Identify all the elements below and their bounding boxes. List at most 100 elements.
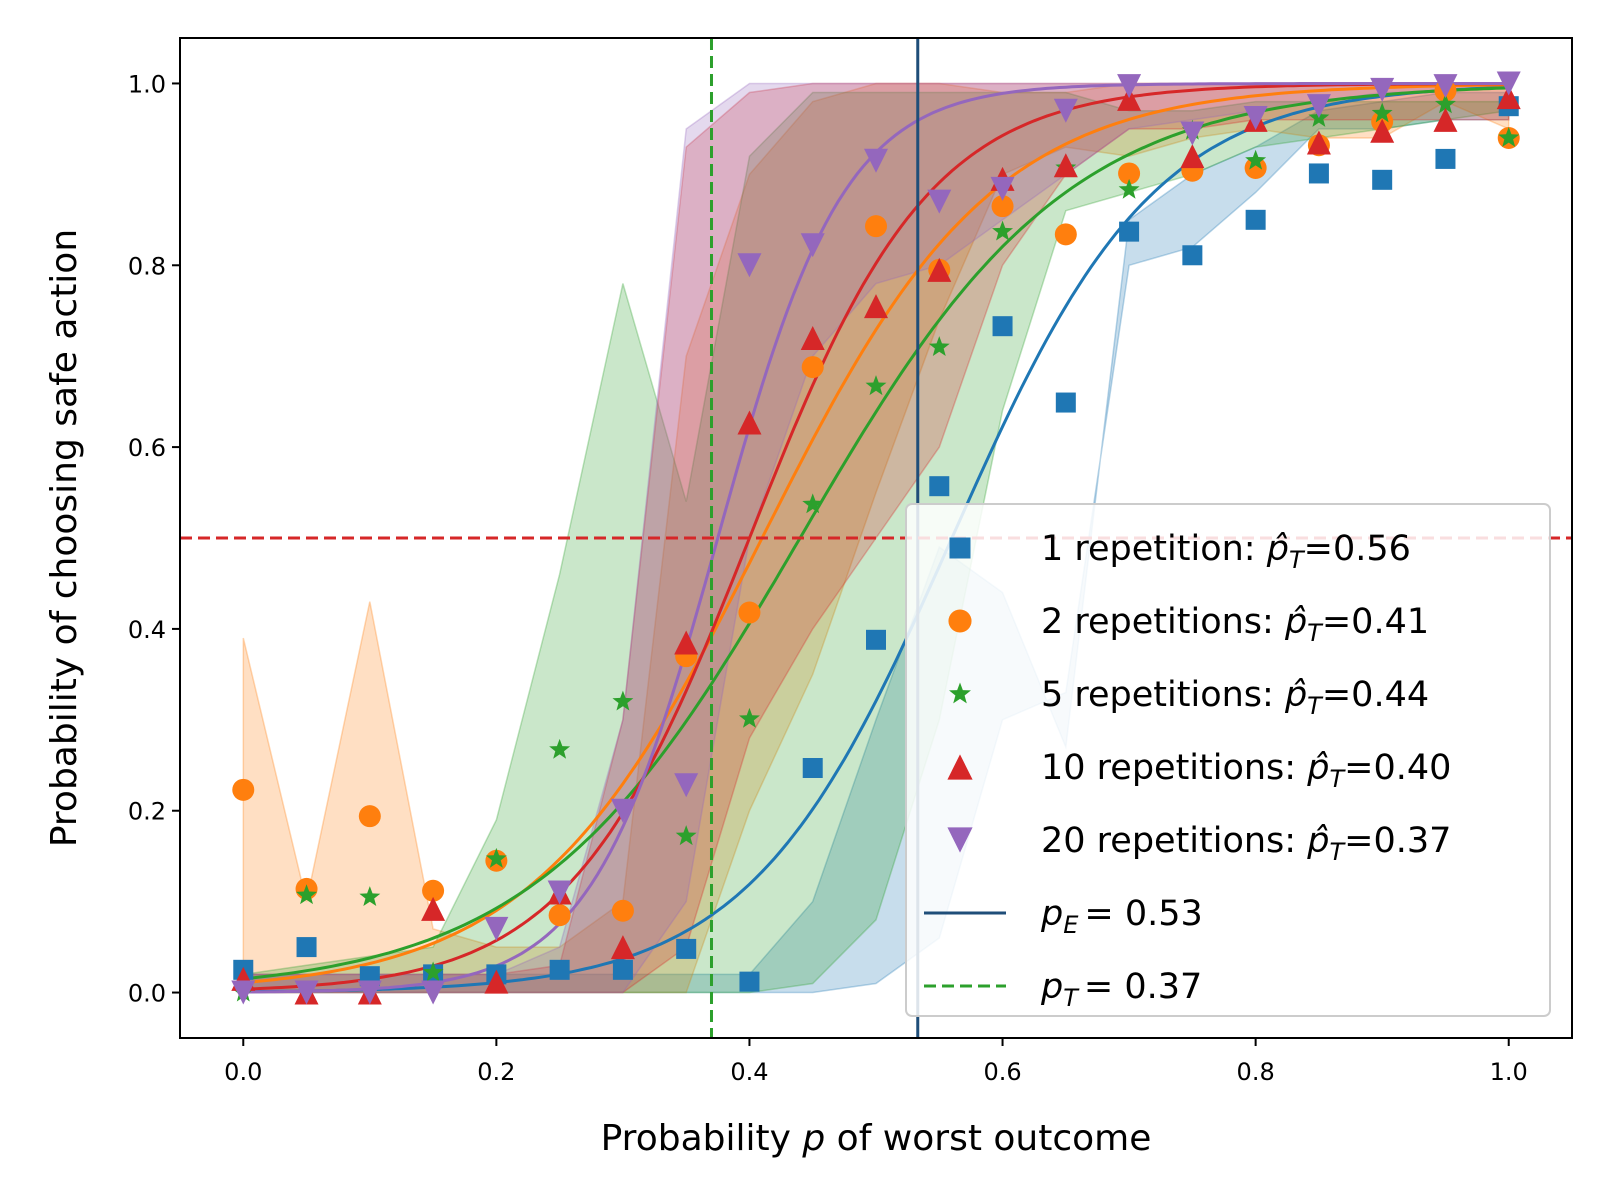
data-point-series-2: [738, 601, 761, 624]
data-point-series-1: [992, 316, 1013, 337]
legend-ref-subscript: E: [1063, 911, 1079, 939]
legend-box: [905, 503, 1551, 1017]
legend-estimate-symbol: p̂: [1284, 675, 1307, 715]
legend-series-name: 1 repetition:: [1041, 529, 1267, 569]
legend-equals: =: [1304, 529, 1333, 569]
legend-estimate-symbol: p̂: [1306, 821, 1329, 861]
data-point-series-1: [1372, 169, 1393, 190]
data-point-series-2: [1054, 223, 1077, 246]
data-point-series-1: [612, 959, 633, 980]
y-tick-label: 0.2: [128, 798, 166, 826]
legend-series-name: 2 repetitions:: [1041, 602, 1285, 642]
data-point-series-4: [1180, 144, 1205, 169]
fit-curve-series-4: [243, 82, 1509, 991]
data-point-series-3: [738, 707, 760, 728]
legend-equals: =: [1344, 821, 1373, 861]
data-point-series-2: [232, 778, 255, 801]
data-point-series-2: [358, 805, 381, 828]
legend-estimate-value: 0.37: [1373, 821, 1451, 861]
data-point-series-5: [1496, 71, 1521, 96]
x-tick-label: 0.6: [983, 1058, 1021, 1086]
x-tick-label: 0.0: [224, 1058, 262, 1086]
legend-ref-symbol: p: [1040, 967, 1063, 1007]
data-point-series-2: [548, 904, 571, 927]
data-point-series-5: [294, 980, 319, 1005]
data-point-series-5: [927, 189, 952, 214]
legend-marker-series-4: [947, 754, 973, 780]
x-tick-label: 0.4: [730, 1058, 768, 1086]
legend-ref-symbol: p: [1040, 894, 1063, 934]
data-point-series-3: [675, 825, 697, 846]
legend-estimate-subscript: T: [1329, 765, 1346, 793]
data-point-series-5: [1370, 77, 1395, 102]
legend-estimate-subscript: T: [1289, 546, 1306, 574]
legend-entry-series-3: 5 repetitions: p̂T=0.44: [1041, 675, 1429, 720]
data-point-series-2: [865, 215, 887, 238]
legend-equals: =: [1344, 748, 1373, 788]
data-point-series-5: [864, 148, 888, 173]
data-point-series-5: [1117, 74, 1142, 99]
y-tick-label: 0.0: [128, 980, 166, 1008]
legend-entry-p_E: pE = 0.53: [1040, 894, 1203, 939]
data-point-series-5: [484, 916, 509, 941]
data-point-series-4: [1053, 153, 1078, 178]
legend-estimate-symbol: p̂: [1306, 748, 1329, 788]
legend-equals: =: [1322, 602, 1351, 642]
data-point-series-4: [927, 257, 952, 282]
data-point-series-3: [928, 336, 950, 356]
data-point-series-3: [296, 884, 318, 905]
x-axis-label-part: Probability: [601, 1118, 803, 1159]
legend-marker-series-2: [948, 609, 972, 633]
data-point-series-2: [1118, 162, 1141, 185]
data-point-series-1: [1055, 392, 1076, 413]
y-tick-label: 0.8: [128, 252, 166, 280]
x-axis-label: Probability p of worst outcome: [601, 1118, 1152, 1159]
data-point-series-5: [1306, 94, 1331, 119]
data-point-series-3: [1498, 127, 1520, 147]
legend-series-name: 20 repetitions:: [1041, 821, 1307, 861]
data-point-series-1: [1308, 163, 1329, 184]
legend-entry-series-4: 10 repetitions: p̂T=0.40: [1041, 748, 1451, 793]
legend-equals: =: [1322, 675, 1351, 715]
legend-entry-series-1: 1 repetition: p̂T=0.56: [1041, 529, 1411, 574]
legend-ref-subscript: T: [1063, 984, 1080, 1012]
data-point-series-3: [485, 847, 507, 868]
legend-estimate-symbol: p̂: [1284, 602, 1307, 642]
data-point-series-5: [547, 880, 572, 905]
data-point-series-4: [864, 294, 888, 319]
x-axis-label-part: p: [801, 1118, 825, 1159]
data-point-series-5: [990, 176, 1015, 201]
legend-ref-value: = 0.37: [1084, 967, 1202, 1007]
data-point-series-3: [802, 493, 824, 514]
data-point-series-1: [1182, 245, 1203, 266]
x-axis-label-part: of worst outcome: [825, 1118, 1151, 1159]
data-point-series-3: [549, 738, 571, 759]
data-point-series-5: [1243, 106, 1268, 130]
data-point-series-4: [1117, 86, 1142, 111]
fit-curve-series-2: [243, 83, 1509, 985]
legend-entry-series-5: 20 repetitions: p̂T=0.37: [1041, 821, 1451, 866]
legend-marker-series-3: [949, 682, 971, 704]
data-point-series-3: [1371, 102, 1393, 123]
data-point-series-1: [1119, 221, 1140, 242]
data-point-series-4: [484, 969, 509, 994]
data-point-series-3: [612, 690, 634, 711]
data-point-series-4: [737, 410, 762, 435]
data-point-series-3: [422, 961, 444, 982]
data-point-series-1: [739, 971, 760, 992]
legend-entry-p_T: pT = 0.37: [1040, 967, 1202, 1012]
data-point-series-4: [1370, 118, 1395, 143]
data-point-series-5: [1433, 74, 1458, 99]
data-point-series-3: [1434, 93, 1456, 114]
data-point-series-2: [1244, 157, 1267, 179]
legend-ref-value: = 0.53: [1084, 894, 1202, 934]
data-point-series-5: [674, 773, 699, 798]
legend-estimate-value: 0.56: [1333, 529, 1411, 569]
legend-entry-series-2: 2 repetitions: p̂T=0.41: [1041, 602, 1429, 647]
data-point-series-2: [611, 899, 634, 922]
data-point-series-4: [421, 896, 446, 921]
x-tick-label: 0.2: [477, 1058, 515, 1086]
confidence-band-series-1: [242, 91, 1510, 994]
data-point-series-1: [929, 476, 950, 497]
y-axis-label: Probability of choosing safe action: [44, 229, 85, 847]
